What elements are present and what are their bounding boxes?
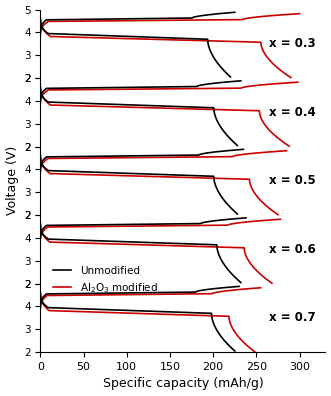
Y-axis label: Voltage (V): Voltage (V) (6, 146, 19, 215)
Legend: Unmodified, Al$_2$O$_3$ modified: Unmodified, Al$_2$O$_3$ modified (49, 262, 162, 299)
Text: x = 0.4: x = 0.4 (269, 106, 315, 119)
Text: x = 0.5: x = 0.5 (269, 174, 315, 187)
Text: x = 0.3: x = 0.3 (269, 37, 315, 50)
X-axis label: Specific capacity (mAh/g): Specific capacity (mAh/g) (103, 377, 263, 390)
Text: x = 0.7: x = 0.7 (269, 311, 315, 324)
Text: x = 0.6: x = 0.6 (269, 243, 315, 256)
